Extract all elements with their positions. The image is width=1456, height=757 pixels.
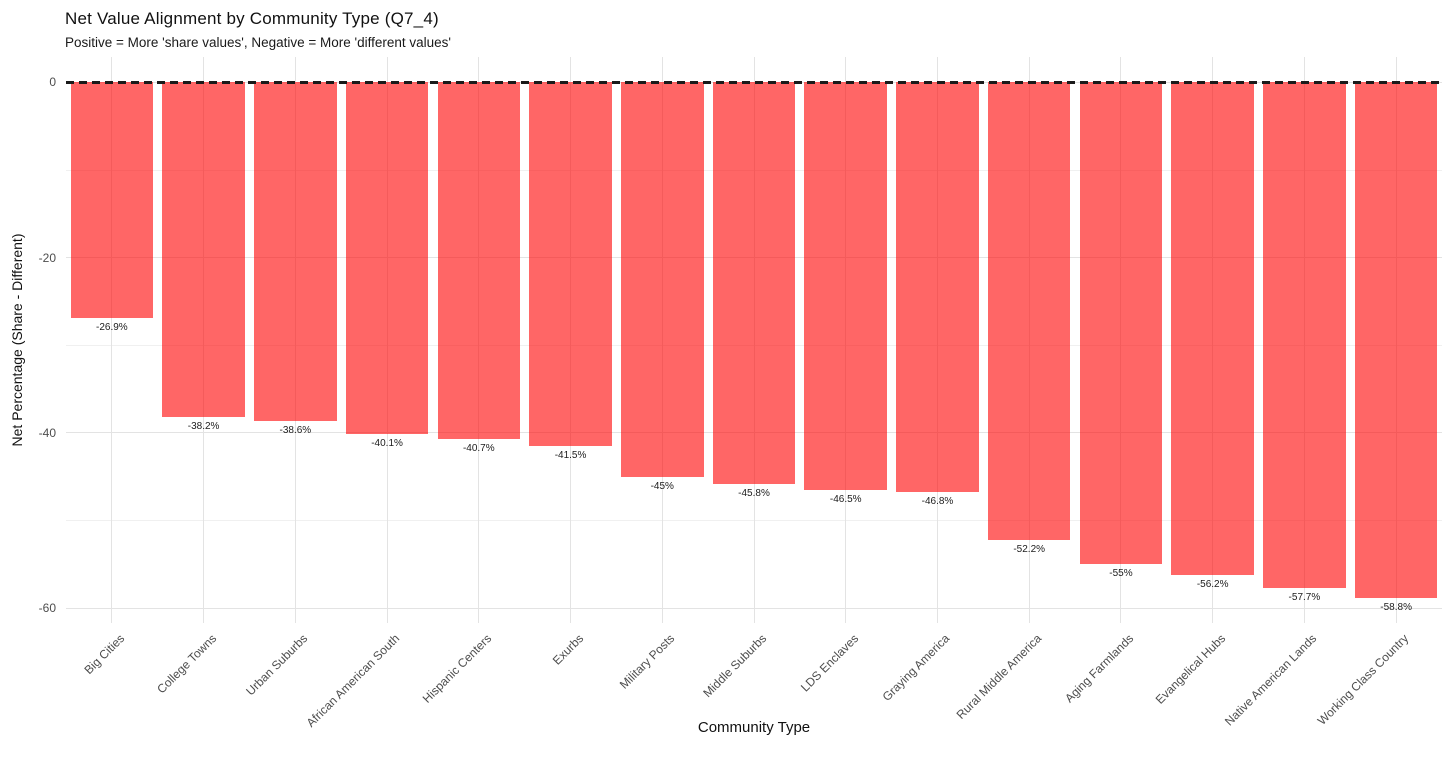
y-tick-label: 0 [49,75,56,90]
bar [162,82,245,418]
y-tick-label: -20 [38,250,56,265]
bar-value-label: -45% [650,480,674,492]
bar [712,82,796,484]
bar-value-label: -52.2% [1013,543,1046,555]
bar [1354,82,1438,598]
bar-value-label: -41.5% [554,450,587,461]
x-tick-label: Working Class Country [1314,631,1412,728]
bar [1171,82,1254,575]
bar [896,82,979,493]
x-axis-title: Community Type [697,719,811,736]
bar-value-label: -58.8% [1380,601,1412,613]
bar [437,82,521,439]
chart-title: Net Value Alignment by Community Type (Q… [65,9,439,28]
bar [529,82,612,446]
chart-subtitle: Positive = More 'share values', Negative… [65,35,452,50]
bar-value-label: -56.2% [1196,578,1229,590]
plot-panel: 0 -20 -40 -60 -26.9% Big Cities -38.2% College … [39,57,1442,730]
gridline-v [111,57,113,623]
bar-value-label: -40.7% [462,443,495,454]
bar-value-label: -57.7% [1288,591,1321,603]
bar-value-label: -46.8% [921,496,954,508]
bar [804,82,887,490]
bar-value-label: -38.6% [279,424,312,436]
bar [70,82,154,319]
y-tick-label: -60 [38,601,56,616]
bar [345,82,429,434]
bar-value-label: -38.2% [187,421,220,433]
bar-value-label: -40.1% [371,437,403,449]
bar [620,82,704,477]
bar-value-label: -45.8% [738,487,770,499]
zero-reference-line [66,80,1442,84]
bar-value-label: -55% [1109,568,1133,580]
bar-value-label: -46.5% [829,493,862,505]
bar [987,82,1071,540]
bar-value-label: -26.9% [96,322,128,334]
bar [1079,82,1163,565]
bar [1263,82,1346,588]
bar [254,82,337,421]
y-tick-label: -40 [38,425,56,440]
